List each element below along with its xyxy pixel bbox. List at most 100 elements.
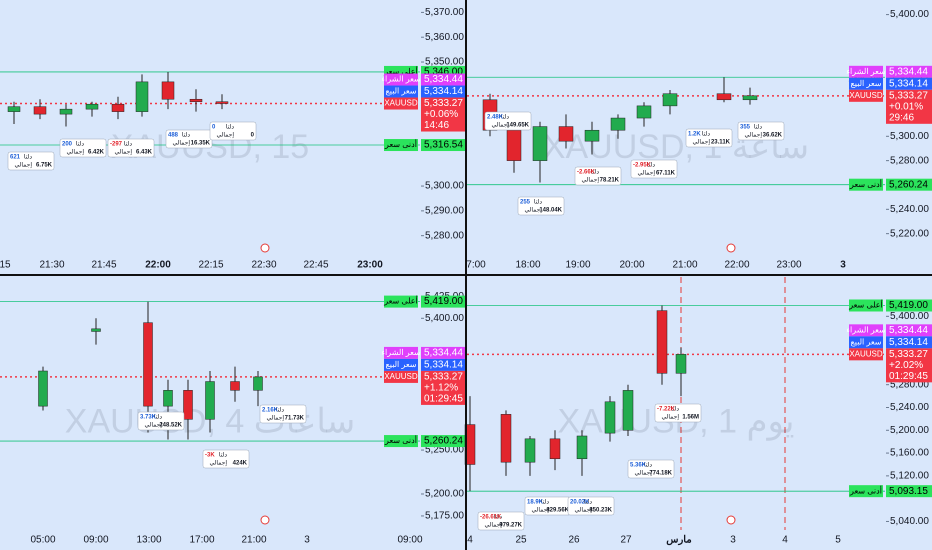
price-tag-box <box>421 435 467 448</box>
tag-name: أدنى سعر <box>849 178 882 189</box>
candle-body <box>253 376 263 391</box>
price-tag: 5,334.44 <box>889 325 928 336</box>
candle-body <box>500 414 512 463</box>
tag-name: سعر الشراء <box>846 325 886 334</box>
tag-name-box <box>849 65 883 78</box>
price-tick-label: 5,280.00 <box>890 379 929 390</box>
summary-delta-label: دلتا <box>501 114 509 121</box>
summary-total-label: إجمالي <box>266 415 284 422</box>
summary-total: 67.11K <box>656 171 676 177</box>
summary-total-label: إجمالي <box>661 414 679 421</box>
last-price-box <box>886 89 932 124</box>
price-tag: 5,334.14 <box>424 86 463 97</box>
candle-body <box>532 126 548 161</box>
time-tick-label: 21:45 <box>91 260 116 271</box>
candle-body <box>38 370 48 407</box>
price-tag-box <box>421 358 467 371</box>
summary-total-label: إجمالي <box>216 132 234 139</box>
time-tick-label: 27 <box>620 535 632 546</box>
tag-name-box <box>849 336 883 349</box>
candle-body <box>576 435 588 460</box>
summary-total: 78.21K <box>600 178 620 184</box>
tag-name-box <box>849 178 883 191</box>
price-tag-box <box>886 178 932 191</box>
last-change: +0.01% <box>889 101 923 112</box>
tag-name-box <box>384 85 418 98</box>
price-tick-label: 5,175.00 <box>425 511 464 522</box>
summary-delta: 621 <box>10 155 21 161</box>
symbol-label: XAUUSD <box>849 349 883 358</box>
tag-name-box <box>384 435 418 448</box>
tag-name-box <box>384 295 418 308</box>
summary-delta: 0 <box>212 125 216 131</box>
summary-total: 149.65K <box>506 123 529 129</box>
time-tick-label: 13:00 <box>136 535 161 546</box>
summary-delta: 355 <box>740 125 751 131</box>
summary-total-label: إجمالي <box>692 139 710 146</box>
symbol-box <box>384 97 418 110</box>
candle-body <box>524 438 536 463</box>
summary-delta-label: دلتا <box>219 452 227 459</box>
summary-total: 148.04K <box>539 208 562 214</box>
summary-delta: 18.9K <box>527 500 544 506</box>
symbol-label: XAUUSD <box>849 91 883 100</box>
tag-name-box <box>384 139 418 152</box>
tag-name: أعلى سعر <box>383 295 418 306</box>
summary-delta: 3.73K <box>140 415 157 421</box>
time-tick-label: 3 <box>730 535 736 546</box>
summary-delta-label: دلتا <box>671 406 679 413</box>
time-tick-label: 26 <box>568 535 580 546</box>
summary-total-label: إجمالي <box>114 149 132 156</box>
price-tag-box <box>421 85 467 98</box>
summary-total: 6.42K <box>88 150 105 156</box>
summary-total: 6.43K <box>136 150 153 156</box>
last-countdown: 01:29:45 <box>889 371 928 382</box>
symbol-label: XAUUSD <box>384 372 418 381</box>
price-tag: 5,419.00 <box>424 296 463 307</box>
tag-name: أدنى سعر <box>384 138 417 149</box>
candle-body <box>622 390 634 431</box>
symbol-box <box>849 348 883 361</box>
candle-body <box>215 101 229 104</box>
summary-total: 1.56M <box>682 415 699 421</box>
tag-name: أعلى سعر <box>848 299 883 310</box>
tag-name-box <box>849 299 883 312</box>
summary-delta: 5.36K <box>630 463 647 469</box>
price-tag-box <box>886 336 932 349</box>
last-change: +2.02% <box>889 360 923 371</box>
time-tick-label: 21:00 <box>241 535 266 546</box>
candle-body <box>636 105 652 119</box>
time-tick-label: 22:30 <box>251 260 276 271</box>
candle-body <box>33 106 47 115</box>
tag-name: سعر البيع <box>386 87 417 96</box>
summary-delta-label: دلتا <box>182 132 190 139</box>
price-tag-box <box>421 346 467 359</box>
summary-total: 248.52K <box>159 423 182 429</box>
tag-name-box <box>849 485 883 498</box>
summary-box <box>517 196 565 216</box>
summary-delta-label: دلتا <box>702 131 710 138</box>
time-tick-label: 22:15 <box>198 260 223 271</box>
summary-total-label: إجمالي <box>491 122 509 129</box>
tag-name-box <box>849 324 883 337</box>
summary-total: 71.73K <box>285 416 305 422</box>
price-tag: 5,316.54 <box>424 140 463 151</box>
price-tag-box <box>421 139 467 152</box>
price-tag: 5,334.14 <box>424 360 463 371</box>
summary-total-label: إجمالي <box>66 149 84 156</box>
price-tag-box <box>421 73 467 86</box>
last-price: 5,333.27 <box>889 90 928 101</box>
summary-box <box>202 449 250 469</box>
summary-total-label: إجمالي <box>524 207 542 214</box>
symbol-box <box>849 89 883 102</box>
summary-delta-label: دلتا <box>76 141 84 148</box>
price-tag: 5,260.24 <box>424 436 463 447</box>
candle-body <box>111 103 125 112</box>
summary-delta: 2.16K <box>262 408 279 414</box>
price-tick-label: 5,240.00 <box>890 204 929 215</box>
price-tick-label: 5,280.00 <box>890 155 929 166</box>
time-tick-label: 3 <box>304 535 310 546</box>
candle-body <box>7 106 21 112</box>
event-icon <box>260 515 270 525</box>
summary-total-label: إجمالي <box>744 132 762 139</box>
